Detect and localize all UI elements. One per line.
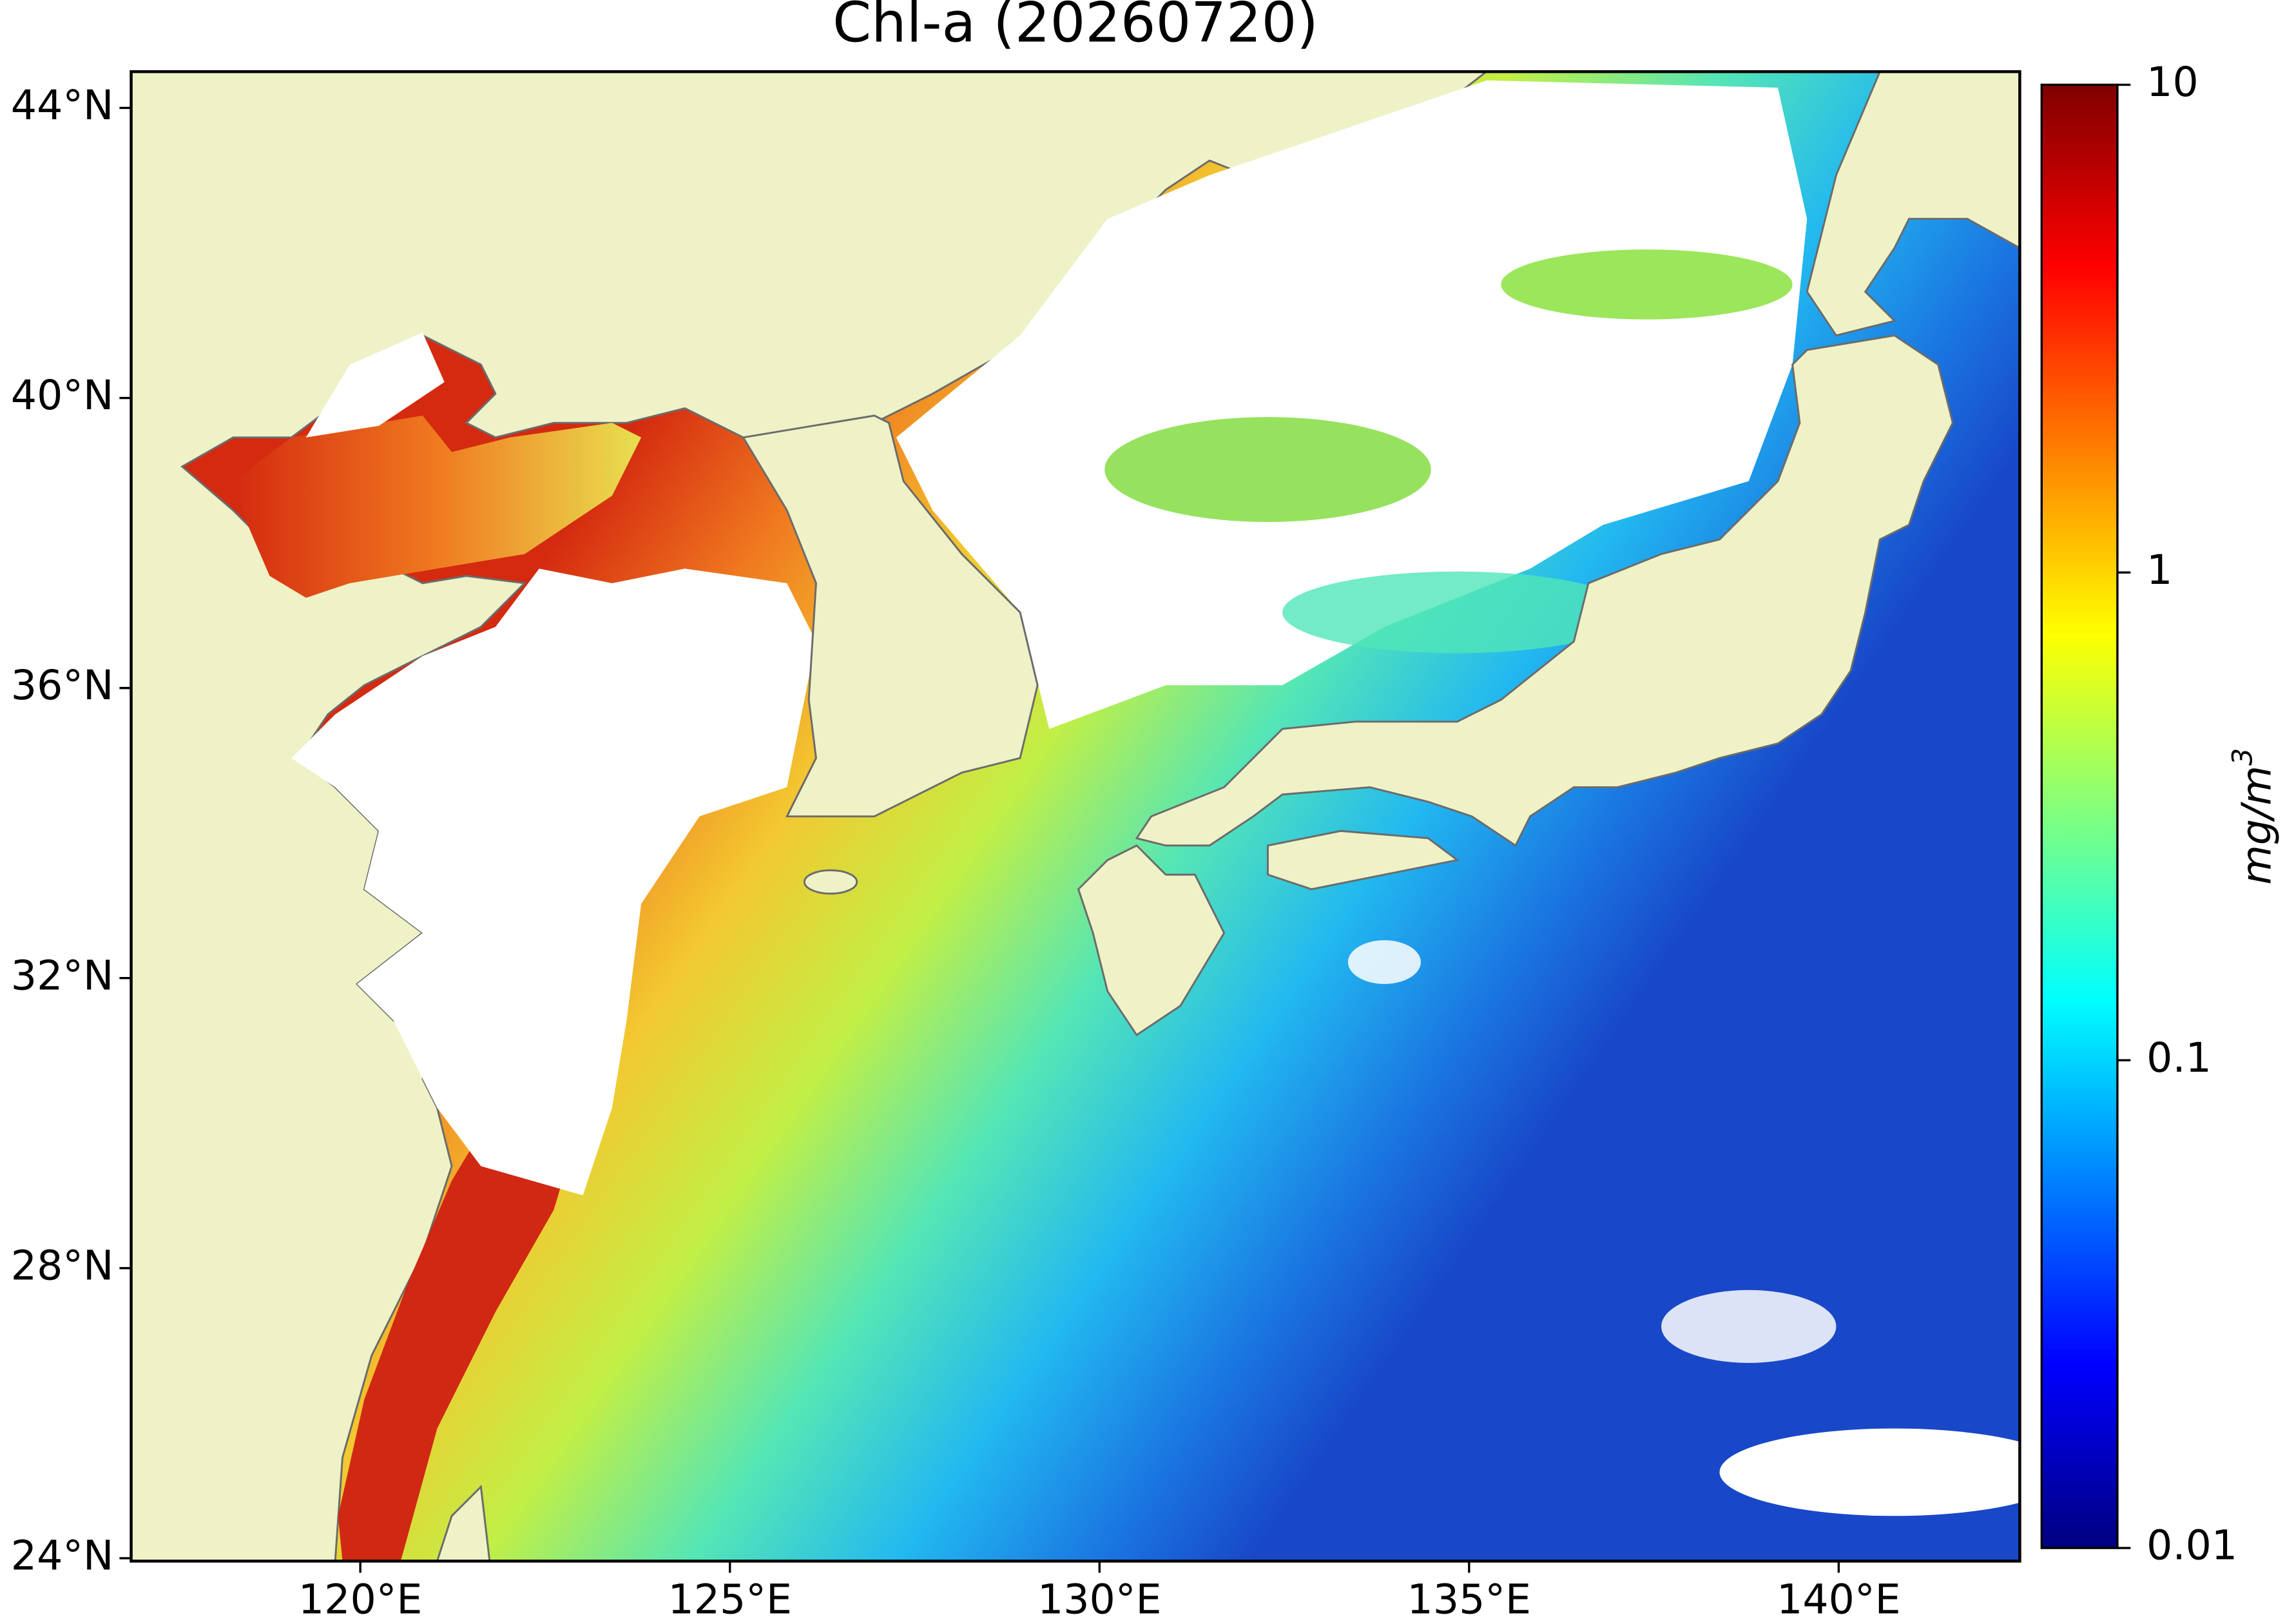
colorbar-tick-label: 10 bbox=[2146, 58, 2199, 106]
x-tick-label: 130°E bbox=[1037, 1575, 1162, 1623]
colorbar-label-superscript: 3 bbox=[2226, 748, 2259, 766]
cloud bbox=[305, 332, 445, 438]
colorbar-tick-label: 1 bbox=[2146, 546, 2172, 594]
shikoku bbox=[1267, 829, 1460, 891]
kyushu bbox=[1077, 844, 1226, 1037]
x-tick-label: 120°E bbox=[298, 1575, 423, 1623]
colorbar bbox=[2040, 83, 2119, 1549]
x-tick-label: 140°E bbox=[1777, 1575, 1901, 1623]
cloud bbox=[896, 80, 1808, 730]
colorbar-tick-label: 0.1 bbox=[2146, 1034, 2212, 1081]
colorbar-label-text: mg/m bbox=[2232, 766, 2280, 885]
map-title: Chl-a (20260720) bbox=[833, 0, 1318, 55]
y-tick-label: 36°N bbox=[11, 661, 114, 709]
coastal-bloom bbox=[338, 1049, 576, 1561]
bloom-patch bbox=[1501, 249, 1793, 320]
cloud bbox=[1719, 1428, 2020, 1516]
colorbar-tick-label: 0.01 bbox=[2146, 1522, 2237, 1569]
x-tick-label: 125°E bbox=[668, 1575, 792, 1623]
korea bbox=[741, 414, 1039, 818]
map-frame bbox=[130, 70, 2021, 1563]
cloud bbox=[1661, 1290, 1837, 1363]
cloud bbox=[291, 568, 816, 1195]
y-tick-label: 32°N bbox=[11, 951, 114, 999]
taiwan bbox=[436, 1484, 491, 1561]
honshu bbox=[1135, 334, 1954, 847]
jeju bbox=[803, 869, 858, 895]
bloom-patch bbox=[1104, 417, 1431, 522]
colorbar-label: mg/m3 bbox=[2226, 748, 2280, 885]
bohai-bloom bbox=[233, 415, 642, 598]
y-tick-label: 44°N bbox=[11, 81, 114, 129]
map-area bbox=[131, 72, 2020, 1561]
y-tick-label: 24°N bbox=[11, 1531, 114, 1579]
cloud bbox=[1347, 940, 1421, 984]
y-tick-label: 28°N bbox=[11, 1241, 114, 1289]
y-tick-label: 40°N bbox=[11, 371, 114, 419]
bloom-patch bbox=[1282, 571, 1632, 653]
x-tick-label: 135°E bbox=[1407, 1575, 1532, 1623]
sakhalin-hokkaido bbox=[1806, 72, 2020, 337]
